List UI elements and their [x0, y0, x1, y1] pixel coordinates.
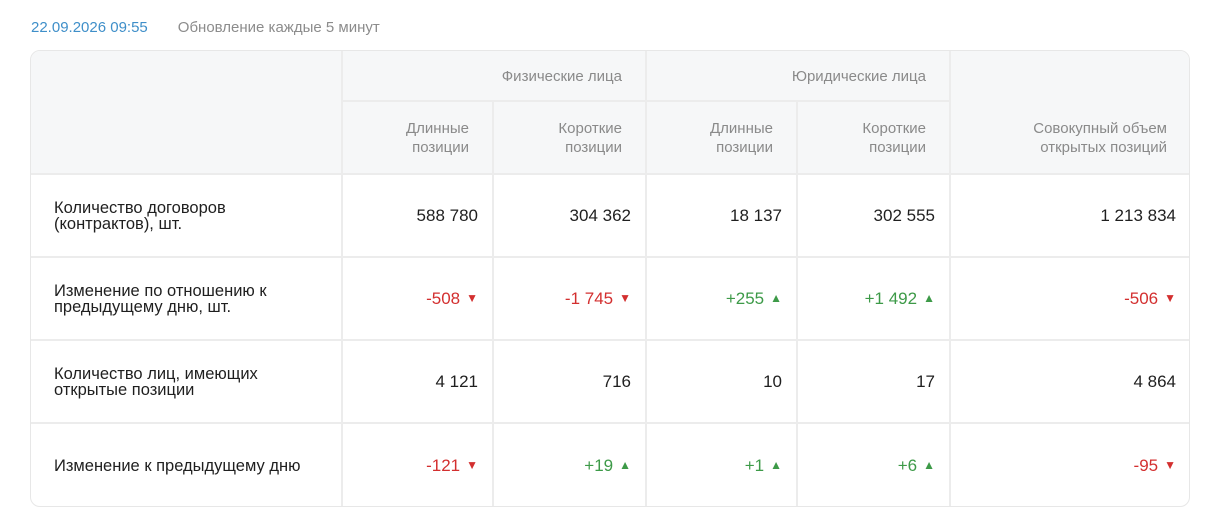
column-header: Короткие позиции: [493, 101, 646, 174]
table-cell: -506 ▼: [950, 257, 1189, 340]
column-header-line: позиции: [412, 139, 469, 156]
row-label-text: Изменение по отношению к предыдущему дню…: [54, 281, 267, 316]
divider: [341, 51, 343, 506]
triangle-up-icon: ▲: [770, 457, 782, 472]
column-header-line: Короткие: [862, 120, 926, 137]
row-label: Изменение к предыдущему дню: [31, 423, 342, 506]
table-cell: +255 ▲: [646, 257, 797, 340]
table-cell: 17: [797, 340, 950, 423]
cell-value: 716: [602, 371, 631, 391]
cell-value: -121: [426, 455, 461, 475]
row-label: Количество лиц, имеющих открытые позиции: [31, 340, 342, 423]
open-positions-table: Физические лица Юридические лица Длинные по…: [30, 50, 1190, 507]
column-header: Короткие позиции: [797, 101, 950, 174]
table-cell: -95 ▼: [950, 423, 1189, 506]
table-cell: +6 ▲: [797, 423, 950, 506]
triangle-down-icon: ▼: [466, 457, 478, 472]
cell-value: -95: [1133, 455, 1159, 475]
column-header-line: позиции: [869, 139, 926, 156]
cell-value: +255: [725, 288, 765, 308]
row-label: Количество договоров (контрактов), шт.: [31, 174, 342, 257]
divider: [492, 101, 494, 506]
table-cell: 1 213 834: [950, 174, 1189, 257]
divider: [31, 422, 1189, 424]
table-cell: -508 ▼: [342, 257, 493, 340]
cell-value: 302 555: [873, 205, 935, 225]
divider: [31, 339, 1189, 341]
column-header: Совокупный объем открытых позиций: [950, 51, 1189, 174]
cell-value: -506: [1124, 288, 1159, 308]
divider: [31, 173, 1189, 175]
triangle-up-icon: ▲: [923, 290, 935, 305]
table-cell: 716: [493, 340, 646, 423]
cell-value: 17: [916, 371, 935, 391]
table-cell: -121 ▼: [342, 423, 493, 506]
update-frequency-note: Обновление каждые 5 минут: [177, 18, 380, 36]
cell-value: -1 745: [564, 288, 614, 308]
cell-value: +6: [897, 455, 918, 475]
cell-value: +19: [584, 455, 614, 475]
table-cell: 4 864: [950, 340, 1189, 423]
column-header-line: позиции: [716, 139, 773, 156]
column-header: Длинные позиции: [342, 101, 493, 174]
table-cell: +19 ▲: [493, 423, 646, 506]
triangle-down-icon: ▼: [1164, 457, 1176, 472]
table-cell: -1 745 ▼: [493, 257, 646, 340]
table-cell: 304 362: [493, 174, 646, 257]
table-cell: 18 137: [646, 174, 797, 257]
triangle-up-icon: ▲: [619, 457, 631, 472]
table-cell: +1 ▲: [646, 423, 797, 506]
cell-value: 304 362: [569, 205, 631, 225]
cell-value: 10: [763, 371, 782, 391]
divider: [949, 51, 951, 506]
triangle-up-icon: ▲: [770, 290, 782, 305]
cell-value: 4 864: [1133, 371, 1176, 391]
row-label-text: Количество договоров (контрактов), шт.: [54, 198, 226, 233]
update-timestamp: 22.09.2026 09:55: [31, 18, 148, 36]
table-cell: 10: [646, 340, 797, 423]
triangle-down-icon: ▼: [466, 290, 478, 305]
divider: [645, 51, 647, 506]
table-cell: 588 780: [342, 174, 493, 257]
cell-value: +1: [744, 455, 765, 475]
triangle-up-icon: ▲: [923, 457, 935, 472]
table-cell: +1 492 ▲: [797, 257, 950, 340]
column-header-line: Короткие: [558, 120, 622, 137]
cell-value: -508: [426, 288, 461, 308]
group-header: Физические лица: [342, 51, 646, 101]
table-cell: 302 555: [797, 174, 950, 257]
row-label-text: Изменение к предыдущему дню: [54, 456, 301, 475]
row-label: Изменение по отношению к предыдущему дню…: [31, 257, 342, 340]
row-label-text: Количество лиц, имеющих открытые позиции: [54, 364, 258, 399]
cell-value: 588 780: [416, 205, 478, 225]
top-bar: 22.09.2026 09:55 Обновление каждые 5 мин…: [31, 17, 380, 37]
divider: [31, 256, 1189, 258]
column-header: Длинные позиции: [646, 101, 797, 174]
cell-value: 1 213 834: [1100, 205, 1176, 225]
group-header: Юридические лица: [646, 51, 950, 101]
cell-value: +1 492: [864, 288, 918, 308]
table-cell: 4 121: [342, 340, 493, 423]
column-header-line: Совокупный объем: [1033, 120, 1167, 137]
divider: [796, 101, 798, 506]
cell-value: 18 137: [730, 205, 782, 225]
triangle-down-icon: ▼: [619, 290, 631, 305]
cell-value: 4 121: [435, 371, 478, 391]
column-header-line: позиции: [565, 139, 622, 156]
column-header-line: Длинные: [406, 120, 469, 137]
triangle-down-icon: ▼: [1164, 290, 1176, 305]
column-header-line: открытых позиций: [1040, 139, 1167, 156]
column-header-line: Длинные: [710, 120, 773, 137]
